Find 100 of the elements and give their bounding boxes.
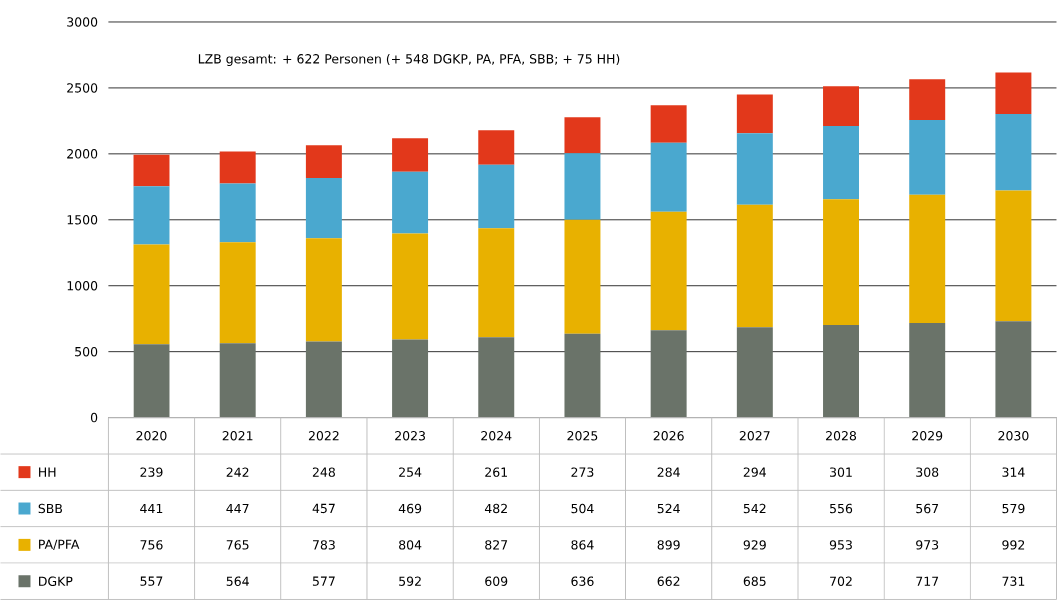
x-tick-label: 2020 [136,431,167,441]
data-label: 294 [743,467,766,477]
data-label: 314 [1002,467,1025,477]
data-label: 579 [1002,503,1025,514]
y-tick-label: 1500 [67,215,98,225]
data-label: 899 [657,540,680,550]
legend-label: SBB [38,503,63,514]
data-label: 564 [226,576,249,586]
y-tick-label: 1000 [67,281,98,291]
bar [305,238,342,342]
bar [736,94,773,134]
bar [823,86,859,127]
data-label: 756 [140,540,163,550]
data-label: 504 [571,503,594,514]
legend-label: DGKP [39,576,73,586]
bar [650,211,687,331]
bar [564,117,601,154]
bar [564,333,601,418]
bar [909,323,946,418]
data-label: 239 [140,467,163,477]
data-label: 261 [485,467,507,477]
bar [478,130,515,165]
bar [995,114,1032,191]
y-tick-label: 3000 [67,17,98,27]
data-label: 469 [398,503,422,514]
data-label: 447 [226,503,249,514]
bar [909,79,946,120]
bar [305,145,342,179]
data-label: 827 [485,540,508,550]
data-label: 441 [140,503,163,514]
data-label: 864 [571,540,594,550]
bar [133,244,170,345]
bar [219,242,256,344]
data-label: 301 [830,467,852,477]
y-tick-label: 0 [90,412,98,423]
bar [650,142,687,212]
data-label: 308 [916,467,939,477]
x-tick-label: 2022 [308,431,339,441]
bar [564,219,601,334]
bar [305,178,342,239]
data-label: 953 [829,540,852,550]
bar [305,341,342,418]
bar [995,72,1032,115]
x-tick-label: 2021 [222,431,253,441]
x-tick-label: 2029 [912,431,943,441]
data-label: 636 [571,576,594,586]
bar [392,233,429,340]
bar [736,327,773,418]
x-tick-label: 2023 [395,431,425,441]
bar [219,183,256,243]
data-label: 556 [830,503,853,514]
bar [823,325,859,418]
data-label: 542 [743,503,766,514]
data-label: 717 [916,576,939,586]
bar [133,154,170,187]
y-tick-label: 2000 [67,149,98,159]
bar [133,186,170,245]
bar [995,321,1032,418]
data-label: 765 [226,540,249,550]
bar [995,190,1032,322]
data-label: 482 [484,503,507,514]
legend-label: HH [39,467,56,477]
bar [736,133,773,205]
data-label: 783 [313,540,335,550]
bar [823,199,859,326]
bar [909,119,946,195]
data-label: 804 [399,540,422,550]
bar [478,337,515,418]
data-label: 557 [140,576,163,586]
data-label: 242 [226,467,249,477]
data-label: 609 [485,576,508,586]
data-label: 284 [657,467,680,477]
bar [392,171,429,234]
data-label: 662 [657,576,680,586]
x-tick-label: 2024 [481,431,512,441]
x-tick-label: 2027 [739,431,770,441]
y-tick-label: 2500 [67,83,98,93]
data-label: 254 [399,467,422,477]
bar [219,343,256,418]
y-tick-label: 500 [75,346,98,357]
bar [564,153,601,220]
data-label: 992 [1002,540,1025,550]
bar [736,204,773,328]
bar [823,126,859,200]
bar [392,339,429,418]
x-tick-label: 2030 [998,431,1029,441]
x-tick-label: 2028 [826,431,857,441]
data-label: 929 [743,540,766,550]
data-label: 577 [312,576,335,586]
data-label: 273 [571,467,594,477]
x-tick-label: 2025 [567,431,598,441]
bar [392,138,429,172]
legend-label: PA/PFA [39,539,80,551]
bar [478,164,515,229]
bar [219,151,256,184]
data-label: 973 [916,540,939,550]
data-label: 685 [743,576,766,586]
bar [133,344,170,418]
data-label: 248 [312,467,335,477]
bar [650,330,687,418]
